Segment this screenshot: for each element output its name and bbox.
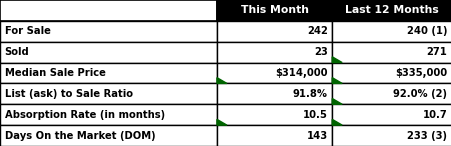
Text: 91.8%: 91.8% [292, 89, 327, 99]
Bar [331, 21, 451, 42]
Bar [0, 83, 216, 104]
Polygon shape [331, 119, 341, 125]
Text: 242: 242 [306, 26, 327, 36]
Text: 233 (3): 233 (3) [407, 131, 446, 141]
Text: Days On the Market (DOM): Days On the Market (DOM) [5, 131, 155, 141]
Text: 240 (1): 240 (1) [406, 26, 446, 36]
Text: 10.7: 10.7 [422, 110, 446, 120]
Bar [216, 21, 331, 42]
Text: 10.5: 10.5 [302, 110, 327, 120]
Bar [216, 42, 331, 63]
Polygon shape [331, 99, 341, 104]
Text: Last 12 Months: Last 12 Months [345, 5, 438, 15]
Bar [216, 0, 331, 21]
Text: $335,000: $335,000 [395, 68, 446, 78]
Bar [216, 83, 331, 104]
Bar [216, 63, 331, 83]
Text: 23: 23 [313, 47, 327, 57]
Polygon shape [216, 78, 226, 83]
Text: 271: 271 [426, 47, 446, 57]
Bar [0, 125, 216, 146]
Text: 143: 143 [306, 131, 327, 141]
Polygon shape [331, 78, 341, 83]
Text: List (ask) to Sale Ratio: List (ask) to Sale Ratio [5, 89, 132, 99]
Bar [0, 0, 216, 21]
Polygon shape [216, 119, 226, 125]
Bar [0, 42, 216, 63]
Text: Median Sale Price: Median Sale Price [5, 68, 105, 78]
Bar [0, 104, 216, 125]
Bar [331, 0, 451, 21]
Polygon shape [331, 57, 341, 63]
Bar [216, 104, 331, 125]
Text: This Month: This Month [240, 5, 308, 15]
Bar [331, 83, 451, 104]
Text: Absorption Rate (in months): Absorption Rate (in months) [5, 110, 164, 120]
Bar [331, 42, 451, 63]
Bar [331, 63, 451, 83]
Bar [0, 63, 216, 83]
Bar [0, 21, 216, 42]
Text: For Sale: For Sale [5, 26, 50, 36]
Bar [216, 125, 331, 146]
Bar [331, 104, 451, 125]
Text: Sold: Sold [5, 47, 29, 57]
Bar [331, 125, 451, 146]
Text: $314,000: $314,000 [275, 68, 327, 78]
Text: 92.0% (2): 92.0% (2) [393, 89, 446, 99]
